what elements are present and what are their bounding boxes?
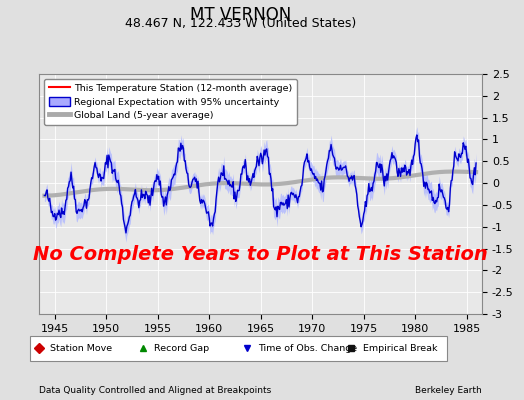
- Text: Data Quality Controlled and Aligned at Breakpoints: Data Quality Controlled and Aligned at B…: [39, 386, 271, 395]
- Text: 48.467 N, 122.433 W (United States): 48.467 N, 122.433 W (United States): [125, 17, 357, 30]
- Text: Empirical Break: Empirical Break: [363, 344, 437, 353]
- Text: Record Gap: Record Gap: [155, 344, 210, 353]
- Text: Berkeley Earth: Berkeley Earth: [416, 386, 482, 395]
- FancyBboxPatch shape: [30, 336, 446, 361]
- Text: Station Move: Station Move: [50, 344, 113, 353]
- Text: MT VERNON: MT VERNON: [190, 6, 292, 24]
- Text: No Complete Years to Plot at This Station: No Complete Years to Plot at This Statio…: [34, 244, 488, 264]
- Text: Time of Obs. Change: Time of Obs. Change: [258, 344, 357, 353]
- Legend: This Temperature Station (12-month average), Regional Expectation with 95% uncer: This Temperature Station (12-month avera…: [44, 79, 297, 125]
- Y-axis label: Temperature Anomaly (°C): Temperature Anomaly (°C): [523, 120, 524, 268]
